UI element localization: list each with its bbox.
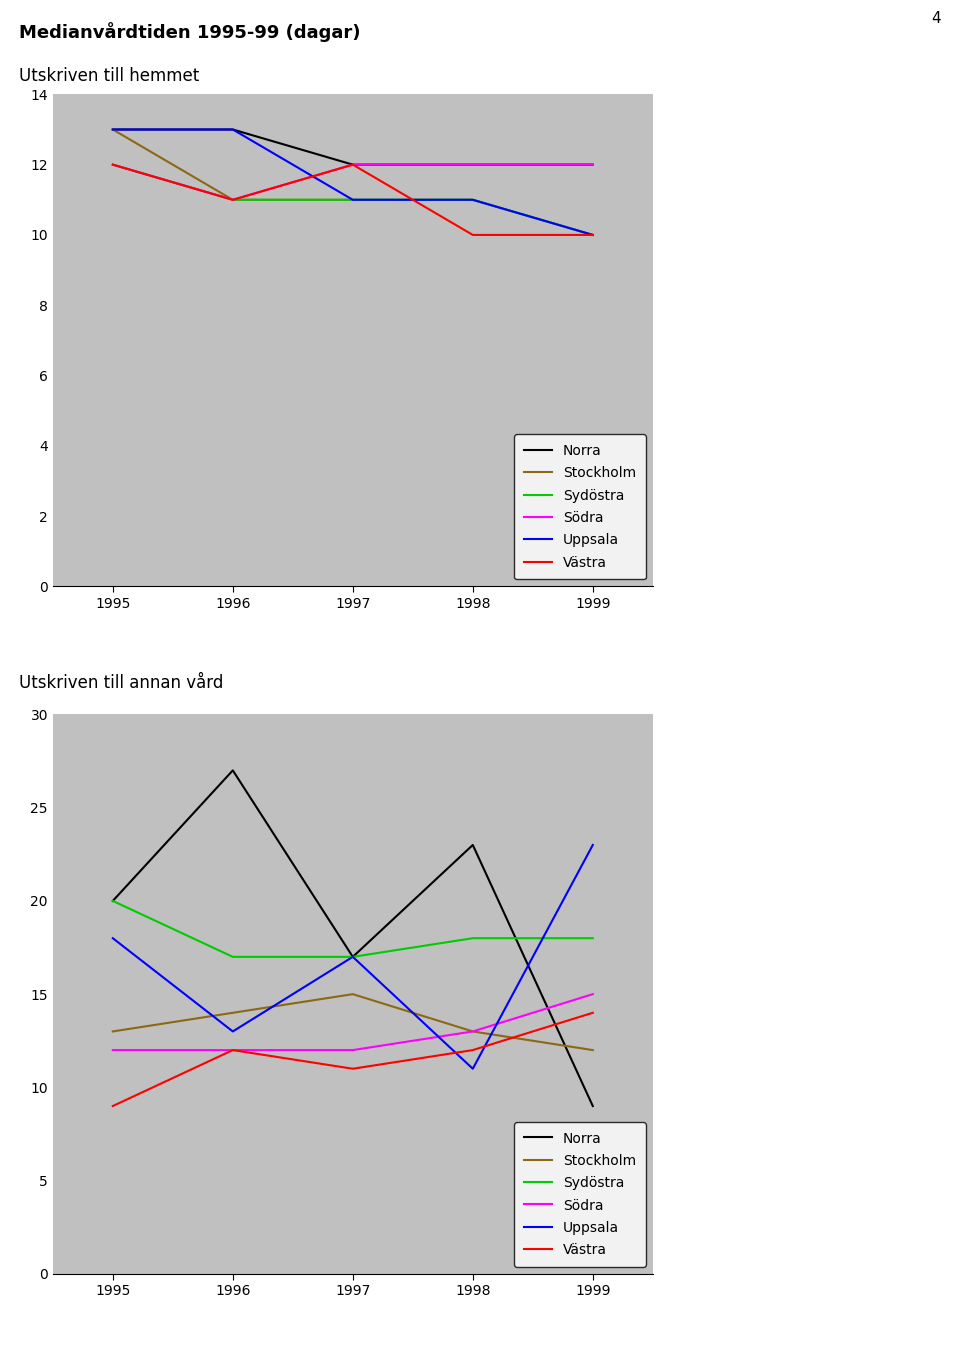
Text: 4: 4 (931, 11, 941, 26)
Legend: Norra, Stockholm, Sydöstra, Södra, Uppsala, Västra: Norra, Stockholm, Sydöstra, Södra, Uppsa… (515, 1122, 646, 1267)
Text: Utskriven till hemmet: Utskriven till hemmet (19, 67, 200, 85)
Text: Utskriven till annan vård: Utskriven till annan vård (19, 674, 224, 692)
Legend: Norra, Stockholm, Sydöstra, Södra, Uppsala, Västra: Norra, Stockholm, Sydöstra, Södra, Uppsa… (515, 434, 646, 580)
Text: Medianvårdtiden 1995-99 (dagar): Medianvårdtiden 1995-99 (dagar) (19, 22, 361, 42)
